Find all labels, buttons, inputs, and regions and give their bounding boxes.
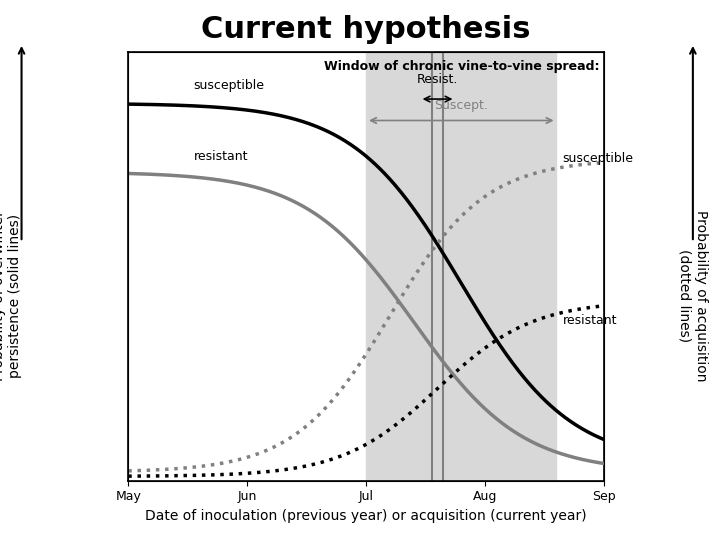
Text: Probability of acquisition
(dotted lines): Probability of acquisition (dotted lines… — [678, 210, 708, 381]
Text: susceptible: susceptible — [562, 152, 633, 165]
Title: Current hypothesis: Current hypothesis — [202, 15, 531, 44]
Text: susceptible: susceptible — [194, 79, 265, 91]
Bar — [366, 52, 556, 481]
Text: Suscept.: Suscept. — [434, 99, 488, 112]
Text: Resist.: Resist. — [417, 73, 458, 86]
Text: resistant: resistant — [194, 150, 248, 163]
Text: Window of chronic vine-to-vine spread:: Window of chronic vine-to-vine spread: — [324, 60, 599, 74]
X-axis label: Date of inoculation (previous year) or acquisition (current year): Date of inoculation (previous year) or a… — [145, 509, 587, 523]
Text: Probability of overwinter
persistence (solid lines): Probability of overwinter persistence (s… — [0, 210, 22, 381]
Text: resistant: resistant — [562, 314, 617, 327]
